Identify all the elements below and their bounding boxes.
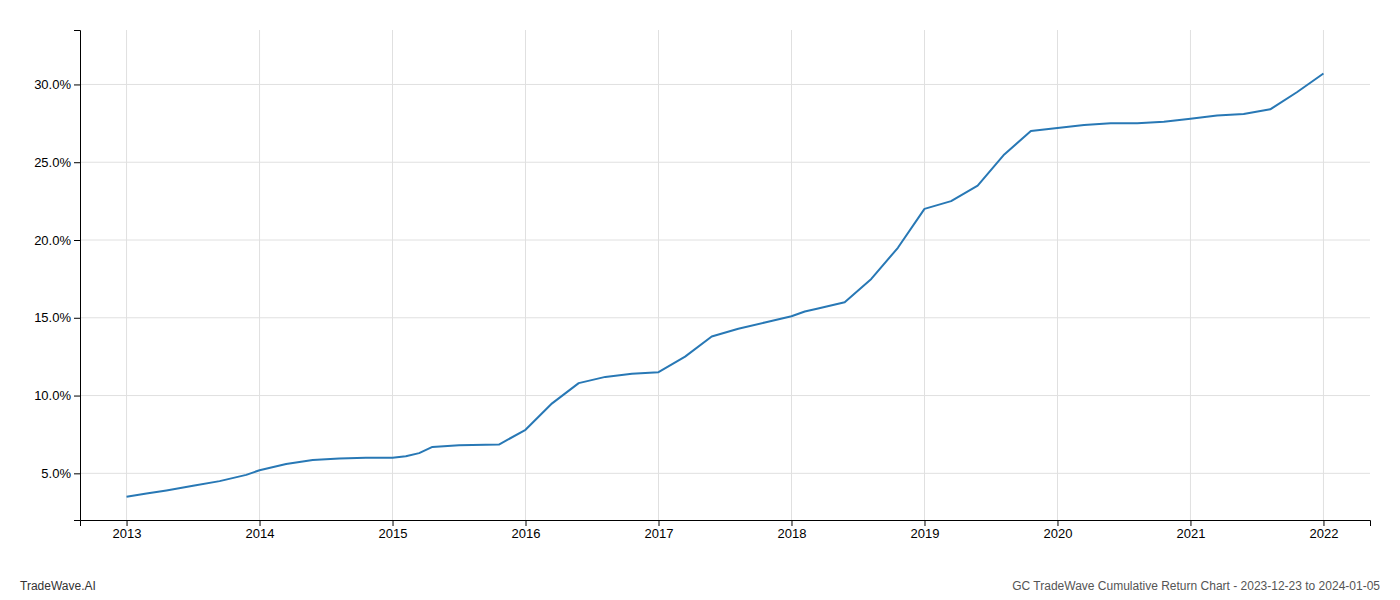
y-axis-line (74, 31, 81, 521)
y-tick-mark (74, 396, 80, 397)
x-tick: 2015 (379, 520, 408, 541)
grid-line (1323, 30, 1324, 520)
grid-line (80, 395, 1370, 396)
x-tick: 2022 (1309, 520, 1338, 541)
x-tick: 2014 (246, 520, 275, 541)
x-tick: 2017 (645, 520, 674, 541)
x-tick-mark (659, 520, 660, 526)
grid-line (392, 30, 393, 520)
grid-line (658, 30, 659, 520)
y-tick: 5.0% (41, 466, 80, 481)
x-tick-label: 2015 (379, 526, 408, 541)
grid-line (1190, 30, 1191, 520)
y-tick: 10.0% (34, 388, 80, 403)
y-tick-mark (74, 162, 80, 163)
x-tick: 2013 (113, 520, 142, 541)
x-tick: 2021 (1177, 520, 1206, 541)
y-tick-mark (74, 84, 80, 85)
y-tick-label: 5.0% (41, 466, 71, 481)
grid-line (80, 240, 1370, 241)
x-tick-mark (1190, 520, 1191, 526)
grid-line (924, 30, 925, 520)
y-tick-mark (74, 240, 80, 241)
grid-line (80, 84, 1370, 85)
y-tick: 30.0% (34, 77, 80, 92)
grid-line (126, 30, 127, 520)
x-tick-mark (393, 520, 394, 526)
x-tick-label: 2016 (512, 526, 541, 541)
grid-line (80, 473, 1370, 474)
grid-line (791, 30, 792, 520)
series-group (127, 74, 1324, 497)
y-tick-label: 30.0% (34, 77, 71, 92)
y-tick-label: 15.0% (34, 310, 71, 325)
x-tick-label: 2020 (1044, 526, 1073, 541)
y-tick-mark (74, 473, 80, 474)
x-tick-mark (526, 520, 527, 526)
grid-line (525, 30, 526, 520)
grid-line (1057, 30, 1058, 520)
x-tick-mark (1057, 520, 1058, 526)
grid-line (259, 30, 260, 520)
grid (80, 30, 1370, 520)
line (127, 74, 1324, 497)
x-tick-mark (127, 520, 128, 526)
x-tick-label: 2021 (1177, 526, 1206, 541)
grid-line (80, 317, 1370, 318)
y-tick-mark (74, 318, 80, 319)
x-tick-mark (260, 520, 261, 526)
y-axis: 5.0% 10.0% 15.0% 20.0% 25.0% 30.0% (34, 31, 80, 521)
x-tick-label: 2018 (778, 526, 807, 541)
y-tick-label: 10.0% (34, 388, 71, 403)
x-tick: 2020 (1044, 520, 1073, 541)
x-tick-label: 2017 (645, 526, 674, 541)
x-tick: 2019 (911, 520, 940, 541)
x-tick: 2016 (512, 520, 541, 541)
x-tick-label: 2019 (911, 526, 940, 541)
x-tick-mark (791, 520, 792, 526)
plot-area: 2013 2014 2015 2016 2017 2018 2019 2020 2021 2022… (34, 30, 1370, 541)
y-tick-label: 25.0% (34, 155, 71, 170)
x-tick-mark (924, 520, 925, 526)
y-tick-label: 20.0% (34, 233, 71, 248)
x-axis-line (81, 521, 1371, 527)
x-tick: 2018 (778, 520, 807, 541)
footer-right: GC TradeWave Cumulative Return Chart - 2… (1012, 579, 1380, 593)
x-tick-mark (1323, 520, 1324, 526)
chart: 2013 2014 2015 2016 2017 2018 2019 2020 2021 2022… (0, 0, 1400, 600)
y-tick: 15.0% (34, 310, 80, 325)
y-tick: 25.0% (34, 155, 80, 170)
x-tick-label: 2013 (113, 526, 142, 541)
x-tick-label: 2014 (246, 526, 275, 541)
footer-left: TradeWave.AI (20, 579, 96, 593)
y-tick: 20.0% (34, 233, 80, 248)
x-axis: 2013 2014 2015 2016 2017 2018 2019 2020 2021 2022 (81, 520, 1371, 541)
x-tick-label: 2022 (1309, 526, 1338, 541)
grid-line (80, 162, 1370, 163)
